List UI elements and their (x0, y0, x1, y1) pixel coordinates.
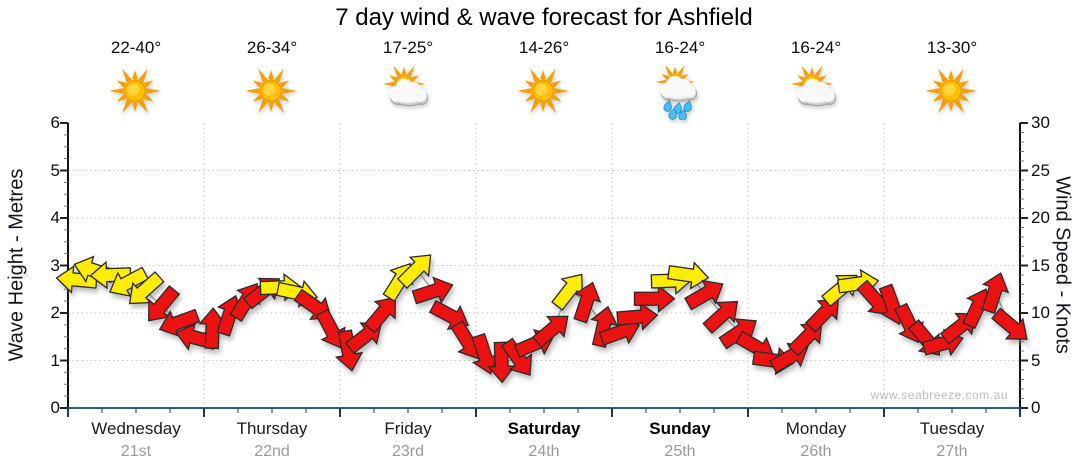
wind-arrow (363, 296, 397, 334)
weather-icon-sun-cloud (789, 64, 843, 125)
watermark: www.seabreeze.com.au (870, 388, 1008, 402)
weather-icon-sun-cloud (381, 64, 435, 125)
wind-arrow (702, 300, 739, 335)
day-label-saturday: Saturday (507, 419, 581, 438)
weather-icon-sun (109, 64, 163, 125)
wave-axis-tick-1: 1 (50, 350, 60, 370)
wind-arrow (89, 260, 132, 290)
wave-axis-tick-6: 6 (50, 113, 60, 132)
weather-icon-sun (245, 64, 299, 125)
wind-axis-tick-20: 20 (1031, 208, 1050, 227)
wind-arrow (684, 279, 724, 311)
wave-axis-tick-5: 5 (50, 160, 60, 180)
wave-axis-tick-2: 2 (50, 303, 60, 322)
wind-arrow (108, 266, 150, 297)
wave-axis-tick-4: 4 (50, 208, 60, 227)
wind-arrow (718, 318, 757, 350)
day-label-sunday: Sunday (649, 419, 711, 438)
day-label-thursday: Thursday (236, 419, 308, 438)
wind-arrow (551, 273, 583, 311)
gridlines (68, 123, 1020, 408)
day-date-22nd: 22nd (254, 443, 290, 460)
wind-arrow (334, 329, 364, 372)
wind-arrow (158, 308, 201, 338)
wind-arrow (315, 308, 346, 349)
wind-axis-tick-5: 5 (1031, 350, 1041, 370)
wind-arrow (667, 261, 710, 290)
day-date-23rd: 23rd (391, 443, 425, 460)
wind-axis-tick-10: 10 (1031, 303, 1050, 322)
weather-icon-sun (925, 64, 979, 125)
day-label-tuesday: Tuesday (919, 419, 985, 438)
temp-range: 16-24° (790, 38, 842, 57)
day-date-21st: 21st (120, 443, 152, 460)
chart-title: 7 day wind & wave forecast for Ashfield (335, 4, 753, 31)
wind-arrow (500, 337, 533, 376)
temp-range: 13-30° (926, 38, 978, 57)
wind-axis-tick-15: 15 (1031, 255, 1050, 275)
wind-arrow (616, 302, 659, 331)
temp-range: 22-40° (110, 38, 162, 57)
day-date-24th: 24th (528, 443, 560, 460)
wind-axis-tick-0: 0 (1031, 398, 1041, 417)
day-label-friday: Friday (384, 419, 432, 438)
wave-axis-tick-3: 3 (50, 255, 60, 275)
temp-range: 26-34° (246, 38, 298, 57)
temp-range: 17-25° (382, 38, 434, 57)
wind-arrow (396, 254, 432, 289)
wind-arrow (532, 315, 569, 348)
tick-marks (60, 122, 1028, 417)
wind-arrow (981, 272, 1010, 314)
wind-arrow (487, 341, 516, 384)
wind-arrow (147, 284, 181, 322)
day-date-25th: 25th (664, 443, 696, 460)
wind-arrow (128, 271, 165, 305)
wind-arrow (471, 332, 500, 375)
wind-arrow (198, 307, 227, 350)
temp-range: 14-26° (518, 38, 570, 57)
day-date-27th: 27th (936, 443, 968, 460)
temp-range: 16-24° (654, 38, 706, 57)
wind-arrow (991, 307, 1028, 340)
wind-axis-tick-30: 30 (1031, 113, 1050, 132)
day-label-monday: Monday (785, 419, 847, 438)
wind-arrow (633, 284, 676, 314)
wind-arrow (411, 276, 454, 305)
day-label-wednesday: Wednesday (91, 419, 181, 438)
wave-axis-tick-0: 0 (50, 398, 60, 417)
wind-arrows (55, 254, 1028, 384)
weather-icon-sun-cloud-rain (653, 64, 707, 125)
wind-arrow (573, 281, 602, 324)
weather-icon-sun (517, 64, 571, 125)
wind-axis-tick-25: 25 (1031, 160, 1050, 180)
day-date-26th: 26th (800, 443, 832, 460)
